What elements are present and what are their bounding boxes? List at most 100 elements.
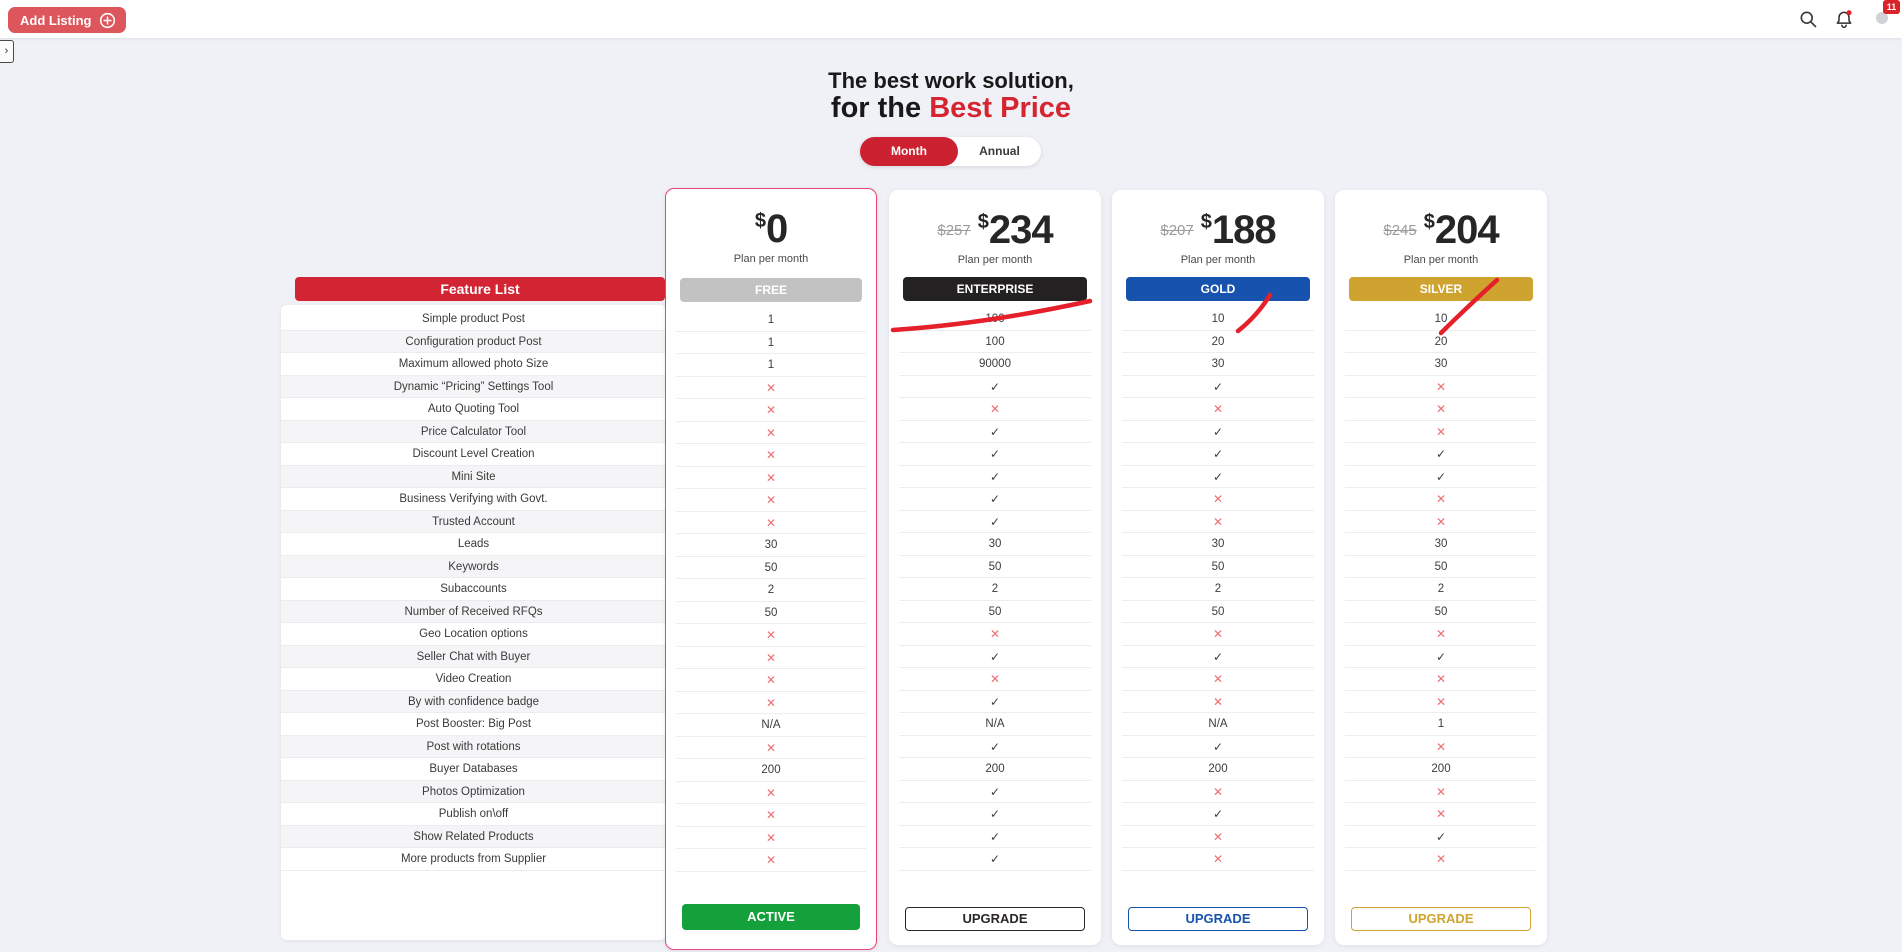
cross-icon: ✕ [1435,492,1447,506]
cross-icon: ✕ [765,740,777,755]
topbar-actions: 11 [1798,0,1900,38]
plan-value-cell: 10 [1345,308,1537,331]
plan-value-cell: ✕ [676,692,866,714]
notifications-button[interactable] [1834,9,1854,29]
check-icon: ✓ [1212,469,1224,484]
feature-row: Mini Site [281,465,666,488]
plan-value-cell: 50 [676,557,866,579]
check-icon: ✓ [989,784,1001,799]
plan-value-cell: ✕ [1345,488,1537,511]
plan-value-cell: ✓ [899,488,1091,511]
check-icon: ✓ [989,829,1001,844]
plan-per-label: Plan per month [1403,254,1479,266]
plan-old-price: $257 [937,221,971,239]
plan-value-cell: ✕ [1345,736,1537,758]
plan-value-cell: ✕ [899,398,1091,421]
currency-symbol: $ [1200,210,1212,233]
title-prefix: for the [830,92,930,124]
cross-icon: ✕ [765,425,777,440]
plan-value-cell: N/A [899,713,1091,736]
feature-row: Trusted Account [281,510,666,533]
plan-value-cell: ✓ [1345,466,1537,488]
plan-value-cell: ✓ [899,376,1091,398]
upgrade-button-gold[interactable]: UPGRADE [1128,907,1308,931]
plan-value-cell: 30 [1122,533,1314,556]
cross-icon: ✕ [765,830,777,845]
cross-icon: ✕ [989,627,1001,641]
cross-icon: ✕ [1212,492,1224,506]
plan-value-cell: ✓ [899,691,1091,713]
plan-value-cell: ✕ [676,827,866,849]
plan-value-cell: ✓ [1122,466,1314,488]
plan-value-cell: ✓ [899,421,1091,443]
upgrade-button-enterprise[interactable]: UPGRADE [905,907,1085,931]
feature-row: Post with rotations [281,735,666,758]
cross-icon: ✕ [765,853,777,867]
plan-value-cell: ✕ [1345,781,1537,803]
plan-value-cell: ✕ [1345,376,1537,398]
plan-value-cell: ✓ [899,781,1091,803]
plan-value-cell: 30 [1345,533,1537,556]
plan-card-enterprise: $257 $234 Plan per month ENTERPRISE 100 100 90… [889,190,1101,945]
cross-icon: ✕ [765,403,777,417]
cross-icon: ✕ [765,808,777,822]
cross-icon: ✕ [1435,424,1447,439]
plan-price: $257 $234 [889,206,1101,254]
feature-row: Dynamic “Pricing” Settings Tool [281,375,666,398]
plan-value-cell: ✕ [676,467,866,489]
feature-row: Geo Location options [281,623,666,646]
add-listing-button[interactable]: Add Listing [8,7,126,33]
plan-value-cell: ✕ [1345,398,1537,421]
plan-value-cell: ✕ [676,624,866,647]
plan-values: 10 20 30 ✓ ✕ ✓ ✓ ✓ ✕ ✕ 30 50 2 50 ✕ ✓ ✕ ✕ N/A ✓ 200 ✕ ✓ ✕ ✕ [1122,308,1314,871]
plan-value-cell: 50 [1122,601,1314,623]
bell-icon [1836,10,1852,29]
plan-value-cell: 200 [899,758,1091,781]
feature-row: Auto Quoting Tool [281,398,666,421]
plan-name-badge: FREE [680,278,862,302]
plan-value-cell: ✕ [676,669,866,692]
feature-list-header: Feature List [295,277,665,301]
plan-value-cell: ✓ [899,803,1091,826]
plan-value-cell: ✓ [899,848,1091,871]
billing-month-tab[interactable]: Month [860,137,958,166]
plan-value-cell: 50 [1345,601,1537,623]
search-icon[interactable] [1798,9,1818,29]
feature-row: Video Creation [281,668,666,691]
plan-value-cell: 200 [1122,758,1314,781]
cross-icon: ✕ [1435,627,1447,641]
check-icon: ✓ [1212,739,1224,754]
plan-card-gold: $207 $188 Plan per month GOLD 10 20 30 ✓ ✕ ✓ ✓ ✓ ✕ ✕ 3… [1112,190,1324,945]
cross-icon: ✕ [1435,739,1447,754]
check-icon: ✓ [1435,649,1447,664]
plan-value-cell: ✓ [899,646,1091,668]
billing-annual-tab[interactable]: Annual [979,144,1020,158]
upgrade-button-silver[interactable]: UPGRADE [1351,907,1531,931]
profile-button[interactable]: 11 [1870,0,1900,31]
cross-icon: ✕ [989,672,1001,686]
cross-icon: ✕ [1212,402,1224,416]
cross-icon: ✕ [765,785,777,800]
feature-row: Leads [281,533,666,556]
plan-value-cell: ✕ [1122,668,1314,691]
plan-value-cell: 200 [1345,758,1537,781]
check-icon: ✓ [989,739,1001,754]
plan-value-cell: 2 [676,579,866,602]
plan-value-cell: ✕ [1122,848,1314,871]
cross-icon: ✕ [765,650,777,665]
feature-list-table: Simple product Post Configuration product… [281,305,666,940]
plan-value-cell: ✕ [676,512,866,534]
check-icon: ✓ [989,447,1001,461]
plan-value-cell: 30 [1345,353,1537,376]
plan-value-cell: 1 [676,309,866,332]
feature-row: Price Calculator Tool [281,420,666,443]
active-button-free[interactable]: ACTIVE [682,904,860,930]
plan-value-cell: 100 [899,308,1091,331]
check-icon: ✓ [989,649,1001,664]
plan-value-cell: ✕ [676,489,866,512]
plan-name-badge: ENTERPRISE [903,277,1087,301]
plan-values: 10 20 30 ✕ ✕ ✕ ✓ ✓ ✕ ✕ 30 50 2 50 ✕ ✓ ✕ ✕ 1 ✕ 200 ✕ ✕ ✓ ✕ [1345,308,1537,871]
sidebar-expand-tab[interactable]: › [0,40,14,63]
feature-row: Show Related Products [281,825,666,848]
cross-icon: ✕ [1435,402,1447,416]
